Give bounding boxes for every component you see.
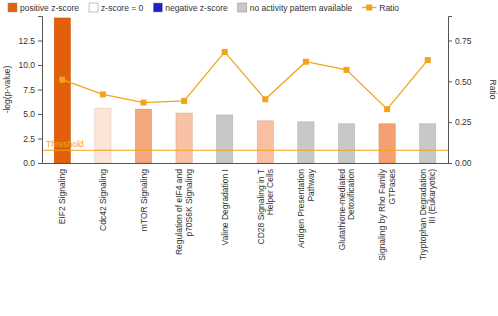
legend: positive z-score z-score = 0 negative z-sc… (8, 3, 399, 13)
tick: Signaling by Rho FamilyGTPases (377, 163, 397, 261)
tick-label: 5.0 (23, 109, 35, 119)
bar (338, 124, 354, 163)
ratio-marker (344, 67, 350, 73)
tick: 10.0 (18, 60, 42, 70)
tick-label: 0.0 (23, 158, 35, 168)
tick-label: CD28 Signaling in THelper Cells (256, 169, 275, 244)
tick-label: 10.0 (18, 60, 35, 70)
tick-label: 0.75 (455, 36, 472, 46)
legend-label: no activity pattern available (250, 3, 353, 13)
tick-label: EIF2 Signaling (57, 169, 67, 225)
bar (257, 121, 273, 163)
ratio-marker (222, 49, 228, 55)
ratio-marker (181, 98, 187, 104)
legend-label: Ratio (379, 3, 399, 13)
tick-label: 0.25 (455, 117, 472, 127)
tick: Cdc42 Signaling (98, 163, 108, 231)
bar (95, 108, 111, 163)
tick: 0.50 (448, 77, 472, 87)
tick: 0.0 (23, 158, 42, 168)
axis-line (449, 17, 453, 164)
threshold-label: Threshold (46, 139, 84, 149)
ratio-marker (384, 106, 390, 112)
tick-label: mTOR Signaling (139, 169, 149, 231)
tick-mark (38, 41, 42, 42)
y-axis-title: -log(p-value) (2, 65, 12, 113)
tick-label: 0.50 (455, 77, 472, 87)
tick: Valine Degradation I (220, 163, 230, 245)
tick-label: 7.5 (23, 85, 35, 95)
axis-line (43, 163, 449, 164)
legend-swatch (238, 3, 247, 12)
legend-item: negative z-score (153, 3, 228, 13)
tick: 5.0 (23, 109, 42, 119)
tick-mark (38, 90, 42, 91)
x-axis: EIF2 Signaling Cdc42 Signaling mTOR Signal… (43, 163, 449, 261)
tick-label: Antigen PresentationPathway (296, 168, 316, 248)
tick: Tryptophan DegradationIII (Eukaryotic) (418, 163, 438, 260)
ratio-marker (303, 59, 309, 65)
tick-mark (448, 163, 452, 164)
legend-label: negative z-score (165, 3, 228, 13)
tick: 0.75 (448, 36, 472, 46)
tick-label: Valine Degradation I (220, 169, 230, 245)
ratio-marker (262, 96, 268, 102)
ratio-line (62, 52, 427, 109)
legend-swatch (366, 5, 372, 11)
legend-item: positive z-score (8, 3, 79, 13)
tick-label: 12.5 (18, 36, 35, 46)
tick: Glutathione-mediatedDetoxification (337, 163, 357, 250)
tick-mark (448, 81, 452, 82)
tick: 0.00 (448, 158, 472, 168)
tick-label: Signaling by Rho FamilyGTPases (377, 168, 397, 260)
tick-mark (38, 114, 42, 115)
tick-label: Tryptophan DegradationIII (Eukaryotic) (418, 169, 438, 261)
legend-item: Ratio (362, 3, 399, 13)
tick-label: Glutathione-mediatedDetoxification (337, 169, 357, 251)
tick: 7.5 (23, 85, 42, 95)
tick: mTOR Signaling (139, 163, 149, 231)
bar (379, 124, 395, 163)
tick: CD28 Signaling in THelper Cells (256, 163, 275, 244)
ratio-marker (141, 100, 147, 106)
tick: Regulation of eIF4 andp70S6K Signaling (174, 163, 194, 255)
ratio-marker (425, 57, 431, 63)
tick-mark (38, 65, 42, 66)
legend-swatch (153, 3, 162, 12)
tick: 0.25 (448, 117, 472, 127)
tick-mark (448, 122, 452, 123)
bar (176, 113, 192, 163)
tick-mark (448, 41, 452, 42)
tick-mark (38, 163, 42, 164)
y2-axis-title: Ratio (488, 80, 498, 100)
axis-line (38, 17, 43, 164)
tick: 2.5 (23, 134, 42, 144)
bar (135, 109, 151, 163)
chart: Threshold 0.0 2.5 5.0 7.5 10.0 12.5 0.00 0.25 0.5… (0, 0, 498, 316)
legend-item: no activity pattern available (238, 3, 353, 13)
plot: Threshold 0.0 2.5 5.0 7.5 10.0 12.5 0.00 0.25 0.5… (18, 17, 471, 261)
legend-item: z-score = 0 (89, 3, 144, 13)
tick-label: 2.5 (23, 134, 35, 144)
legend-swatch (89, 3, 98, 12)
bar (420, 124, 436, 163)
tick-mark (38, 139, 42, 140)
legend-label: positive z-score (20, 3, 79, 13)
ratio-marker (100, 91, 106, 97)
legend-label: z-score = 0 (101, 3, 144, 13)
bar (217, 115, 233, 163)
ratio-marker (59, 77, 65, 83)
tick-label: 0.00 (455, 158, 472, 168)
axis: 0.00 0.25 0.50 0.75 (448, 17, 472, 169)
tick: 12.5 (18, 36, 42, 46)
tick-label: Regulation of eIF4 andp70S6K Signaling (174, 169, 194, 255)
legend-swatch (8, 3, 17, 12)
axis: 0.0 2.5 5.0 7.5 10.0 12.5 (18, 17, 42, 169)
tick: Antigen PresentationPathway (296, 163, 316, 248)
marks (42, 18, 448, 163)
bar (298, 122, 314, 163)
tick-label: Cdc42 Signaling (98, 169, 108, 231)
tick: EIF2 Signaling (57, 163, 67, 224)
threshold-line (42, 150, 448, 151)
